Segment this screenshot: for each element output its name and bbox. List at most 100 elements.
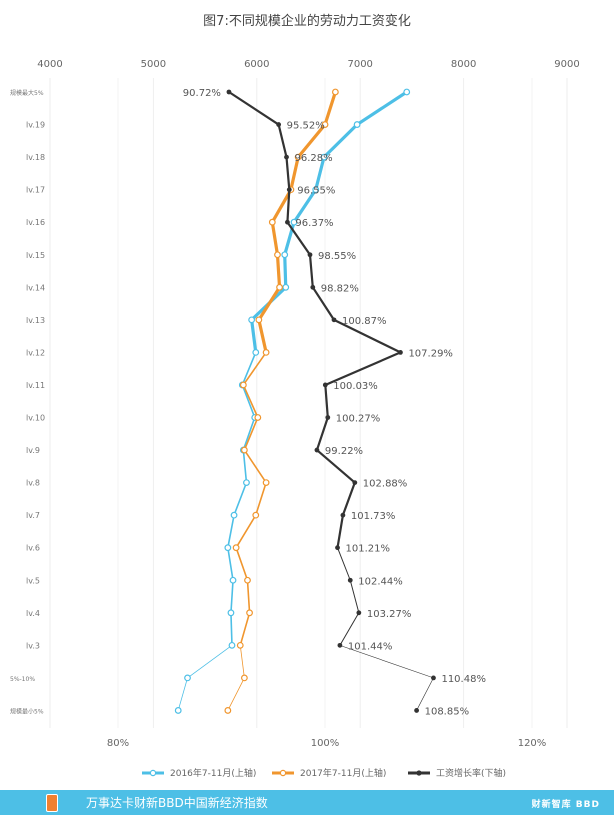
data-point — [331, 88, 339, 96]
growth-data-label: 100.87% — [342, 316, 387, 327]
data-point — [331, 317, 337, 323]
category-label: lv.6 — [26, 544, 40, 553]
legend-swatch-2017 — [272, 769, 294, 776]
series-segment — [235, 546, 249, 582]
series-segment — [339, 612, 360, 646]
growth-rate-labels: 90.72% 95.52% 96.28% 96.55% 96.37% 98.55% 98.8… — [183, 88, 486, 717]
top-tick-label: 6000 — [244, 59, 269, 70]
data-point — [246, 609, 253, 617]
category-label: 规模最小5% — [10, 707, 44, 715]
growth-data-label: 96.55% — [297, 186, 335, 197]
growth-data-label: 102.88% — [363, 479, 408, 490]
category-label: lv.15 — [26, 251, 45, 260]
series-segment — [332, 318, 402, 354]
footer-text: 万事达卡财新BBD中国新经济指数 — [86, 796, 268, 810]
data-point — [252, 349, 260, 356]
data-point — [229, 576, 237, 584]
category-label: lv.7 — [26, 511, 40, 520]
series-segment — [286, 221, 312, 256]
series-segment — [241, 384, 256, 419]
category-label: lv.17 — [26, 186, 45, 195]
data-point — [248, 316, 256, 324]
category-label: lv.13 — [26, 316, 45, 325]
series-segment — [239, 644, 245, 679]
series-segment — [315, 416, 329, 452]
data-point — [244, 576, 251, 584]
data-point — [290, 218, 298, 226]
data-point — [347, 577, 353, 583]
growth-data-label: 101.21% — [346, 544, 391, 555]
legend-swatch-2016 — [142, 769, 164, 776]
series-segment — [233, 481, 248, 516]
data-point — [254, 414, 262, 421]
category-label: lv.4 — [26, 609, 40, 618]
data-point — [403, 88, 411, 96]
series-segment — [242, 449, 248, 484]
growth-data-label: 101.73% — [351, 511, 396, 522]
series-segment — [314, 155, 326, 192]
series-segment — [275, 253, 282, 289]
legend-item-2016: 2016年7-11月(上轴) — [142, 766, 256, 779]
series-segment — [227, 90, 280, 126]
data-point — [240, 446, 248, 454]
data-point — [240, 674, 248, 682]
data-point — [227, 609, 235, 617]
category-label: lv.5 — [26, 576, 40, 585]
data-point — [321, 121, 329, 128]
footer-brand-logo: 财新智库 BBD — [531, 800, 600, 810]
series-segment — [283, 253, 288, 289]
growth-data-label: 98.82% — [321, 283, 359, 294]
footer-bar: 万事达卡财新BBD中国新经济指数 财新智库 BBD — [0, 790, 614, 815]
category-label: lv.18 — [26, 153, 45, 162]
series-segment — [230, 611, 233, 647]
category-label: lv.10 — [26, 414, 45, 423]
series-segment — [349, 579, 360, 614]
legend-item-2017: 2017年7-11月(上轴) — [272, 766, 386, 779]
data-point — [337, 642, 343, 648]
growth-data-label: 103.27% — [367, 609, 412, 620]
data-point — [239, 381, 247, 389]
category-label: lv.11 — [26, 381, 45, 390]
category-label: lv.19 — [26, 121, 45, 130]
series-segment — [324, 351, 402, 387]
data-point — [174, 707, 182, 714]
legend-swatch-growth — [408, 769, 430, 776]
data-point — [262, 349, 270, 356]
series-segment — [270, 188, 293, 224]
series-0 — [174, 88, 411, 714]
data-point — [276, 122, 282, 127]
data-point — [414, 708, 419, 713]
category-label: 规模最大5% — [10, 89, 44, 97]
series-segment — [339, 645, 434, 679]
series-segment — [243, 416, 259, 451]
series-segment — [292, 188, 318, 224]
data-point — [268, 218, 276, 226]
series-segment — [227, 514, 235, 549]
card-icon — [46, 794, 58, 812]
series-segment — [336, 514, 345, 549]
data-point — [294, 153, 302, 161]
growth-data-label: 108.85% — [425, 706, 470, 717]
category-labels: 规模最大5% lv.19 lv.18 lv.17 lv.16 lv.15 lv.14 lv.1… — [10, 89, 45, 715]
data-point — [352, 480, 358, 485]
series-segment — [242, 384, 259, 419]
data-point — [274, 251, 281, 259]
series-segment — [227, 677, 245, 711]
top-tick-label: 5000 — [141, 59, 166, 70]
data-point — [224, 544, 232, 552]
data-point — [282, 283, 290, 291]
series-segment — [322, 122, 359, 159]
data-point — [236, 641, 244, 649]
growth-data-label: 100.27% — [336, 414, 381, 425]
category-label: lv.3 — [26, 641, 40, 650]
data-point — [224, 707, 232, 714]
series-segment — [241, 351, 257, 386]
growth-data-label: 110.48% — [441, 674, 486, 685]
data-point — [232, 544, 240, 552]
data-point — [353, 121, 361, 128]
bottom-tick-label: 80% — [107, 738, 129, 749]
chart-title: 图7:不同规模企业的劳动力工资变化 — [203, 14, 411, 29]
top-tick-label: 9000 — [554, 59, 579, 70]
series-segment — [250, 318, 258, 354]
